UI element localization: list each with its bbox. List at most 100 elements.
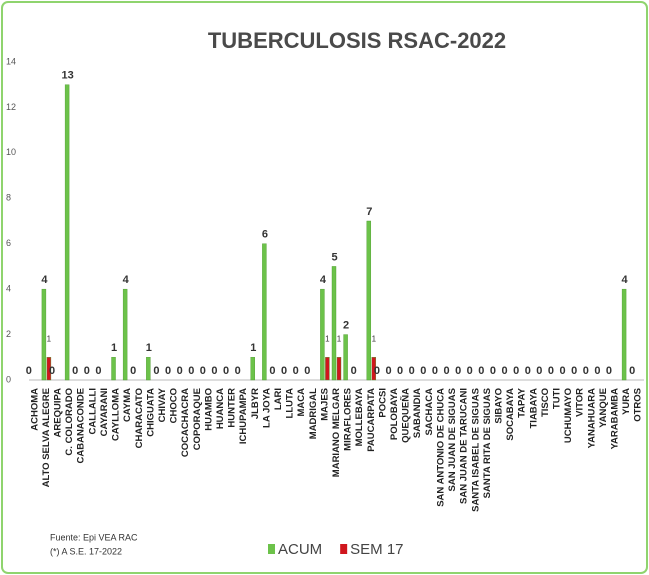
x-tick-label: LLUTA [285, 388, 296, 419]
x-tick-label: CHOCO [169, 388, 180, 423]
x-tick-label: ICHUPAMPA [238, 388, 249, 444]
value-label: 0 [130, 365, 136, 377]
bar [146, 357, 151, 381]
x-tick-label: YANAHUARA [586, 388, 597, 448]
bar [621, 288, 627, 381]
x-tick-label: CAYMA [122, 388, 133, 422]
bar [41, 288, 47, 381]
value-label: 0 [26, 365, 32, 377]
x-tick-label: CHARACATO [134, 388, 145, 448]
x-tick-label: ALTO SELVA ALEGRE [41, 388, 52, 487]
y-tick-label: 2 [6, 329, 11, 339]
value-label: 13 [61, 70, 73, 82]
legend-swatch [268, 544, 275, 554]
value-label: 1 [47, 334, 52, 343]
x-tick-label: SABANDIA [412, 388, 423, 438]
value-label: 5 [331, 251, 337, 263]
x-tick-label: CABANACONDE [76, 388, 87, 463]
x-tick-label: JLBYR [250, 388, 261, 419]
value-label: 1 [325, 334, 330, 343]
bar [262, 243, 267, 381]
x-tick-label: CAYLLOMA [111, 388, 122, 441]
value-label: 0 [409, 365, 415, 377]
bar [325, 357, 330, 381]
y-tick-label: 8 [6, 193, 11, 203]
bar [336, 357, 342, 381]
value-label: 0 [351, 365, 357, 377]
x-tick-label: MADRIGAL [308, 388, 319, 439]
x-tick-label: SANTA ISABEL DE SIGUAS [470, 388, 481, 512]
value-label: 0 [200, 365, 206, 377]
value-label: 0 [443, 365, 449, 377]
legend-label: ACUM [278, 541, 322, 558]
x-tick-label: PAUCARPATA [366, 388, 377, 452]
value-label: 0 [153, 365, 159, 377]
x-tick-label: POCSI [377, 388, 388, 418]
value-label: 0 [223, 365, 229, 377]
y-tick-label: 12 [6, 102, 16, 112]
x-tick-label: SAN JUAN DE TARUCANI [459, 388, 470, 504]
x-tick-label: COPORAQUE [192, 388, 203, 450]
value-label: 0 [536, 365, 542, 377]
x-tick-label: AREQUIPA [53, 388, 64, 438]
value-label: 0 [560, 365, 566, 377]
bar [343, 334, 348, 381]
annotation: (*) A S.E. 17-2022 [50, 546, 122, 556]
x-tick-label: TISCO [540, 388, 551, 417]
value-label: 0 [374, 365, 380, 377]
x-tick-label: SACHACA [424, 388, 435, 436]
legend-label: SEM 17 [350, 541, 403, 558]
x-tick-label: VITOR [575, 388, 586, 417]
x-tick-label: CALLALLI [87, 388, 98, 434]
value-label: 1 [111, 342, 117, 354]
x-tick-label: POLOBAYA [389, 388, 400, 440]
value-label: 0 [304, 365, 310, 377]
value-label: 0 [84, 365, 90, 377]
x-tick-label: YANQUE [598, 388, 609, 428]
value-label: 0 [385, 365, 391, 377]
value-label: 1 [250, 342, 256, 354]
value-label: 0 [478, 365, 484, 377]
value-label: 4 [320, 274, 327, 286]
x-tick-label: HUANCA [215, 388, 226, 429]
value-label: 0 [235, 365, 241, 377]
value-label: 0 [525, 365, 531, 377]
bar [320, 288, 325, 381]
y-tick-label: 0 [6, 374, 11, 384]
x-tick-label: YURA [621, 388, 632, 415]
value-label: 0 [269, 365, 275, 377]
y-tick-label: 6 [6, 238, 11, 248]
x-tick-label: C. COLORADO [64, 388, 75, 456]
value-label: 2 [343, 319, 349, 331]
value-label: 0 [490, 365, 496, 377]
x-tick-label: SANTA RITA DE SIGUAS [482, 388, 493, 498]
y-tick-label: 14 [6, 56, 16, 66]
x-tick-label: HUNTER [227, 388, 238, 428]
value-label: 1 [337, 334, 342, 343]
value-label: 0 [571, 365, 577, 377]
x-tick-label: MOLLEBAYA [354, 388, 365, 447]
x-tick-label: SAN ANTONIO DE CHUCA [435, 388, 446, 507]
x-tick-label: QUEQUEÑA [401, 388, 412, 443]
value-label: 0 [177, 365, 183, 377]
bar [250, 357, 255, 381]
x-tick-label: ACHOMA [29, 388, 40, 431]
value-label: 0 [583, 365, 589, 377]
x-tick-label: TAPAY [517, 387, 528, 418]
value-label: 0 [467, 365, 473, 377]
value-label: 0 [594, 365, 600, 377]
x-tick-label: TUTI [551, 388, 562, 409]
x-tick-label: CHIVAY [157, 387, 168, 422]
value-label: 0 [95, 365, 101, 377]
x-tick-label: MIRAFLORES [343, 388, 354, 451]
value-label: 4 [123, 274, 130, 286]
value-label: 0 [501, 365, 507, 377]
bar [122, 288, 128, 381]
value-label: 1 [372, 334, 377, 343]
x-tick-label: SOCABAYA [505, 388, 516, 441]
bar [64, 84, 70, 381]
value-label: 0 [188, 365, 194, 377]
x-tick-label: SIBAYO [493, 388, 504, 424]
